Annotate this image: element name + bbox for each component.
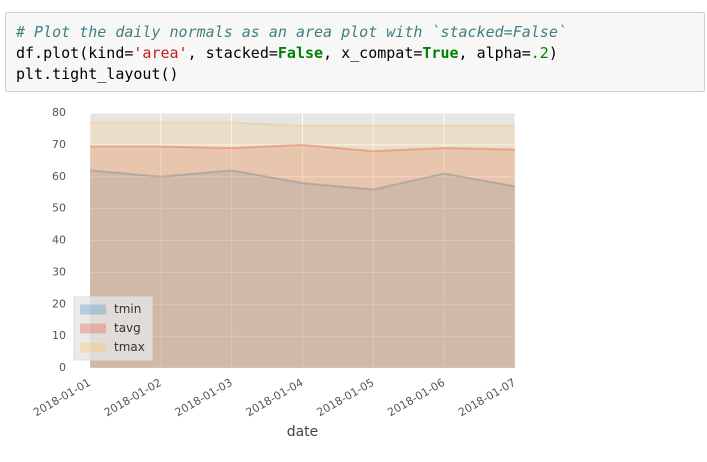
y-tick-label: 20 <box>52 297 66 310</box>
code-line: plt.tight_layout() <box>16 64 704 85</box>
y-tick-label: 70 <box>52 138 66 151</box>
legend-swatch <box>80 323 106 334</box>
code-line: df.plot(kind='area', stacked=False, x_co… <box>16 43 704 64</box>
area <box>90 170 515 368</box>
y-tick-label: 60 <box>52 170 66 183</box>
code-token: , alpha= <box>458 44 531 62</box>
y-tick-label: 10 <box>52 329 66 342</box>
x-tick-label: 2018-01-03 <box>173 376 235 419</box>
code-token: df.plot(kind= <box>16 44 134 62</box>
legend-label: tmin <box>114 302 141 316</box>
x-tick-label: 2018-01-05 <box>314 376 376 419</box>
area-line <box>90 121 515 127</box>
x-axis-label: date <box>287 424 319 440</box>
code-token: ) <box>548 44 558 62</box>
area <box>90 122 515 368</box>
code-token: True <box>422 44 459 62</box>
legend-swatch <box>80 342 106 353</box>
y-tick-label: 80 <box>52 106 66 119</box>
y-tick-label: 50 <box>52 202 66 215</box>
x-tick-label: 2018-01-01 <box>31 376 93 419</box>
x-tick-label: 2018-01-06 <box>385 376 447 419</box>
y-tick-label: 40 <box>52 234 66 247</box>
legend-swatch <box>80 304 106 315</box>
legend-label: tmax <box>114 340 145 354</box>
code-token: .2 <box>530 44 549 62</box>
y-tick-label: 30 <box>52 265 66 278</box>
legend-label: tavg <box>114 321 141 335</box>
code-line: # Plot the daily normals as an area plot… <box>16 22 704 43</box>
code-token: 'area' <box>133 44 188 62</box>
x-tick-label: 2018-01-07 <box>456 376 518 419</box>
area <box>90 144 515 368</box>
code-token: False <box>277 44 324 62</box>
code-token: plt.tight_layout() <box>16 65 179 83</box>
legend-box <box>73 296 153 361</box>
x-tick-label: 2018-01-02 <box>102 376 164 419</box>
x-tick-label: 2018-01-04 <box>244 376 306 419</box>
area-line <box>89 169 516 191</box>
code-token: , x_compat= <box>323 44 423 62</box>
y-tick-label: 0 <box>59 361 66 374</box>
code-cell: # Plot the daily normals as an area plot… <box>5 12 705 92</box>
code-token: , stacked= <box>187 44 278 62</box>
code-token: # Plot the daily normals as an area plot… <box>16 23 567 41</box>
area-line <box>90 143 516 153</box>
